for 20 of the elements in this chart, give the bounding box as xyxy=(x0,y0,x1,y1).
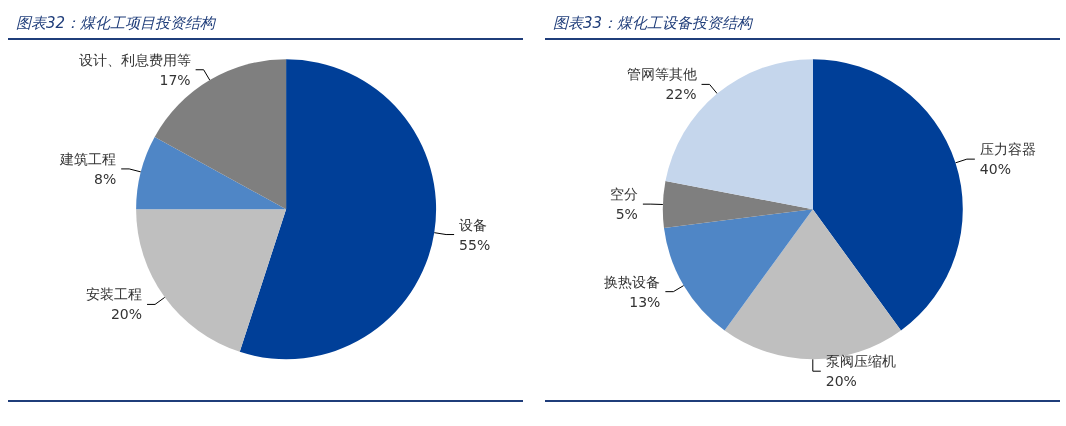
slice-label: 空分 xyxy=(609,186,638,203)
data-label: 5% xyxy=(615,206,638,223)
data-label: 20% xyxy=(825,373,857,390)
chart-title: 图表32：煤化工项目投资结构 xyxy=(8,8,523,40)
data-label: 22% xyxy=(665,86,697,103)
chart-title: 图表33：煤化工设备投资结构 xyxy=(545,8,1060,40)
data-label: 17% xyxy=(159,71,191,88)
slice-label: 设备 xyxy=(459,216,488,233)
slice-label: 安装工程 xyxy=(86,286,143,303)
slice-label: 设计、利息费用等 xyxy=(78,51,191,68)
data-label: 40% xyxy=(979,161,1011,178)
slice-label: 泵阀压缩机 xyxy=(825,353,896,370)
slice-label: 换热设备 xyxy=(604,273,661,290)
slice-label: 建筑工程 xyxy=(59,150,117,167)
data-label: 8% xyxy=(93,170,117,187)
data-label: 20% xyxy=(110,306,143,323)
slice-label: 管网等其他 xyxy=(626,66,697,83)
data-label: 13% xyxy=(629,293,661,310)
slice-label: 压力容器 xyxy=(979,141,1036,158)
data-label: 55% xyxy=(459,236,491,253)
